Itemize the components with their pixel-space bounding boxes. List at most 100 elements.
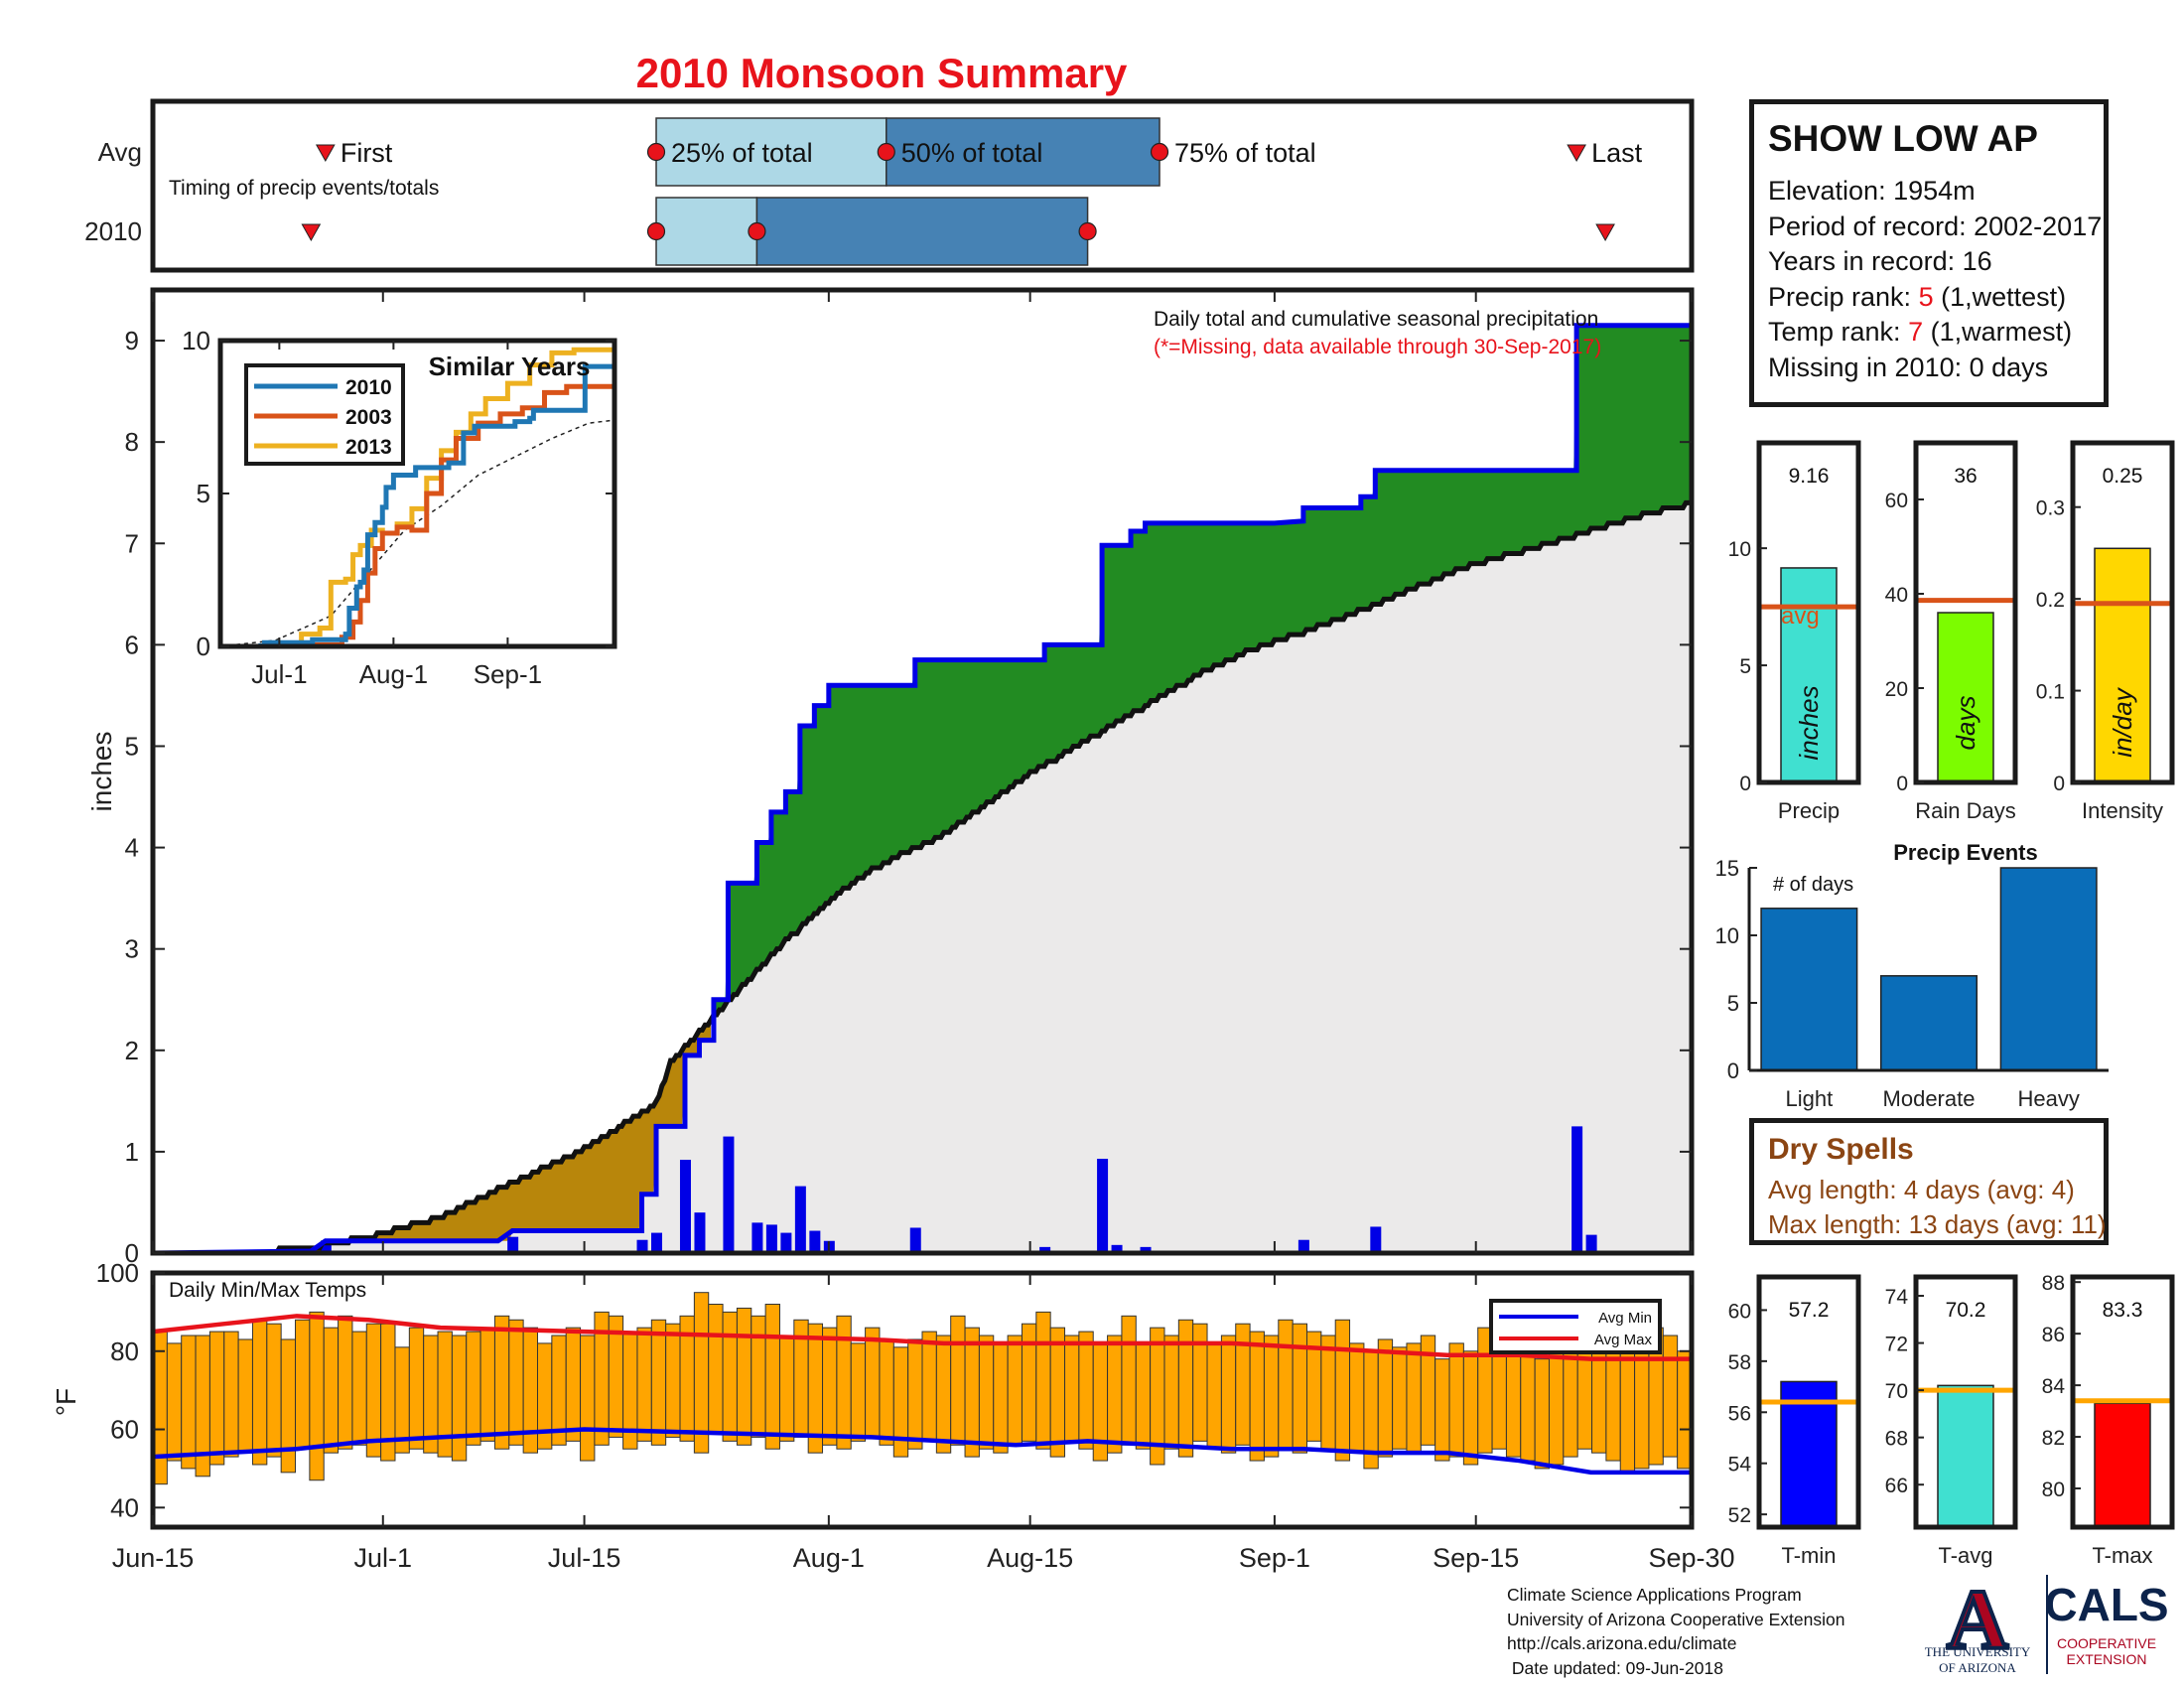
xtick-label: Jul-1	[354, 1543, 413, 1573]
timing-year-box-q1	[655, 197, 758, 266]
p75-label: 75% of total	[1174, 138, 1316, 168]
daily-temp-bar	[166, 1342, 183, 1462]
events-title: Precip Events	[1893, 840, 2038, 865]
daily-precip-bar	[694, 1212, 706, 1253]
ua-line2: OF ARIZONA	[1939, 1660, 2016, 1675]
summary-ytick-label: 0	[1739, 773, 1751, 795]
summary-ytick-label: 54	[1728, 1454, 1752, 1477]
footer-line3: http://cals.arizona.edu/climate	[1507, 1633, 1737, 1653]
summary-unit-label: days	[1951, 696, 1980, 751]
footer-line1: Climate Science Applications Program	[1507, 1585, 1802, 1605]
summary-value-label: 83.3	[2103, 1299, 2143, 1322]
precip-rank: Precip rank: 5 (1,wettest)	[1768, 280, 2090, 316]
ua-line1: THE UNIVERSITY	[1925, 1644, 2031, 1659]
summary-panel-frame	[2070, 440, 2175, 785]
events-ytick-label: 10	[1715, 923, 1739, 948]
daily-temp-bar	[208, 1331, 225, 1466]
timing-avg-pct-marker	[1150, 142, 1169, 162]
events-category-label: Moderate	[1883, 1086, 1976, 1111]
daily-temp-bar	[1605, 1350, 1621, 1462]
daily-precip-bar	[1297, 1239, 1309, 1253]
temp-legend-label: Avg Max	[1594, 1332, 1653, 1348]
daily-temp-bar	[1349, 1342, 1365, 1454]
xtick-label: Sep-1	[1239, 1543, 1310, 1573]
daily-temp-bar	[1377, 1338, 1394, 1458]
precip-rank-value: 5	[1918, 281, 1934, 312]
summary-ytick-label: 74	[1885, 1286, 1909, 1309]
inset-xtick-label: Jul-1	[251, 659, 307, 689]
daily-temp-bar	[1392, 1346, 1408, 1450]
summary-panel-t-min: 52 54 56 58 60 57.2 T-min	[1728, 1274, 1861, 1568]
daily-temp-bar	[993, 1342, 1009, 1454]
period-of-record: Period of record: 2002-2017	[1768, 211, 2103, 241]
elevation: Elevation: 1954m	[1768, 176, 1976, 206]
daily-temp-bar	[1448, 1342, 1464, 1458]
ua-a-mark-icon: A	[1947, 1572, 2008, 1667]
footer-line2: University of Arizona Cooperative Extens…	[1507, 1609, 1845, 1629]
daily-temp-bar	[1135, 1342, 1152, 1450]
summary-ytick-label: 5	[1739, 655, 1751, 678]
inset-ytick-label: 5	[197, 479, 210, 508]
daily-precip-bar	[1140, 1246, 1152, 1253]
inset-legend-label: 2010	[345, 376, 392, 399]
summary-panel-name: Intensity	[2082, 798, 2163, 823]
daily-temp-bar	[1619, 1342, 1636, 1474]
daily-temp-bar	[323, 1327, 340, 1454]
events-ytick-label: 15	[1715, 856, 1739, 881]
inset-xtick-label: Sep-1	[474, 659, 542, 689]
daily-temp-bar	[921, 1331, 937, 1442]
temp-y-axis-label: °F	[51, 1388, 81, 1416]
summary-ytick-label: 0	[1896, 773, 1908, 795]
dry-spells-panel: Dry Spells Avg length: 4 days (avg: 4) M…	[1749, 1118, 2109, 1245]
daily-precip-bar	[679, 1160, 691, 1253]
daily-temp-bar	[1064, 1335, 1080, 1442]
precip-rank-prefix: Precip rank:	[1768, 281, 1919, 312]
daily-precip-bar	[780, 1232, 792, 1253]
summary-value-bar	[1937, 1384, 1994, 1528]
daily-precip-bar	[809, 1230, 821, 1253]
summary-bars: 0 5 10 9.16 Precip inches avg 0 20 40 60 36 Rain Day…	[1728, 440, 2175, 823]
xtick-label: Aug-1	[793, 1543, 865, 1573]
summary-ytick-label: 20	[1885, 678, 1908, 701]
daily-precip-bar	[1370, 1226, 1382, 1253]
daily-temp-bar	[850, 1342, 867, 1442]
summary-value-label: 57.2	[1789, 1299, 1830, 1322]
daily-temp-bar	[266, 1323, 282, 1458]
daily-precip-bar	[1039, 1246, 1051, 1253]
temperature-summary-bars: 52 54 56 58 60 57.2 T-min 66 68 70 72 74 70.2 T-avg 80…	[1728, 1272, 2175, 1568]
timing-subtitle: Timing of precip events/totals	[169, 177, 439, 200]
daily-temp-bar	[408, 1327, 425, 1450]
summary-ytick-label: 60	[1885, 490, 1908, 512]
daily-temp-bar	[251, 1319, 268, 1466]
events-bar	[1760, 908, 1858, 1071]
inset-xtick-label: Aug-1	[359, 659, 428, 689]
temp-chart-title: Daily Min/Max Temps	[169, 1279, 366, 1302]
daily-temp-bar	[1334, 1319, 1351, 1462]
summary-panel-rain-days: 0 20 40 60 36 Rain Days days	[1885, 440, 2018, 823]
daily-precip-bar	[765, 1224, 777, 1253]
daily-temp-bar	[865, 1327, 881, 1438]
daily-temp-bar	[1534, 1358, 1550, 1470]
daily-temp-bar	[1406, 1342, 1422, 1454]
events-category-label: Light	[1785, 1086, 1833, 1111]
timing-year-pct-marker	[748, 221, 766, 241]
summary-value-bar	[2094, 1402, 2151, 1528]
footer-credits: Climate Science Applications Program Uni…	[1507, 1583, 1844, 1680]
summary-ytick-label: 86	[2042, 1324, 2065, 1346]
summary-value-bar	[1780, 567, 1838, 783]
summary-ytick-label: 84	[2042, 1375, 2066, 1398]
daily-temp-bar	[181, 1335, 197, 1470]
daily-precip-bar	[909, 1227, 921, 1253]
dry-spells-title: Dry Spells	[1768, 1133, 1914, 1166]
events-category-label: Heavy	[2017, 1086, 2079, 1111]
daily-temp-bar	[1662, 1335, 1679, 1458]
timing-row-avg-label: Avg	[98, 137, 142, 167]
summary-ytick-label: 0.1	[2036, 681, 2065, 704]
daily-temp-bar	[493, 1315, 510, 1450]
inset-ytick-label: 0	[197, 632, 210, 661]
xtick-label: Jul-15	[548, 1543, 621, 1573]
summary-value-label: 0.25	[2103, 465, 2143, 488]
main-y-axis-label: inches	[86, 732, 117, 812]
timing-row-year-label: 2010	[84, 216, 142, 246]
temp-legend-box	[1489, 1299, 1662, 1354]
